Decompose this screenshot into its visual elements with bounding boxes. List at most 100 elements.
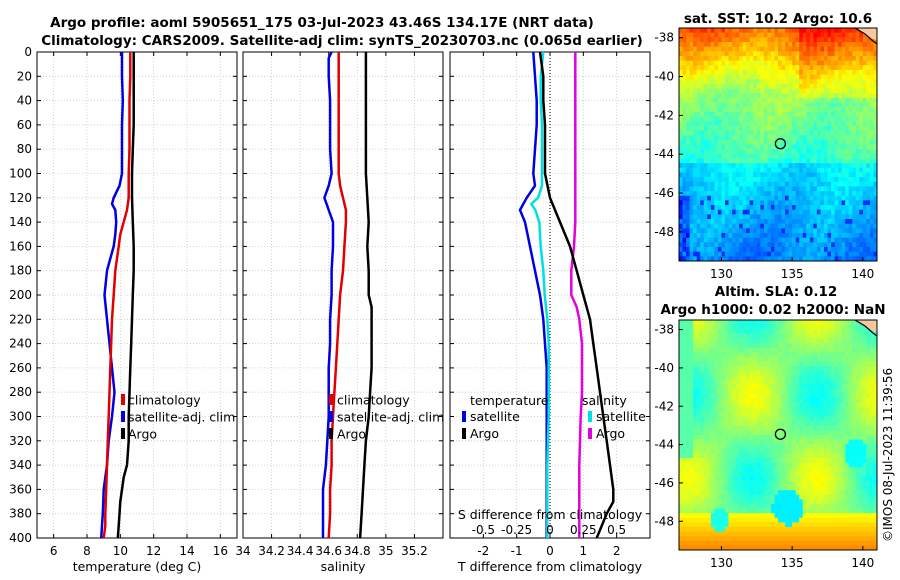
map-cell <box>859 453 864 459</box>
map-cell <box>721 209 726 215</box>
map-cell <box>859 356 864 362</box>
map-cell <box>735 32 740 38</box>
map-cell <box>781 65 786 71</box>
map-cell <box>802 228 807 234</box>
map-cell <box>679 28 683 34</box>
map-cell <box>689 370 694 376</box>
map-cell <box>816 28 821 34</box>
map-cell <box>679 135 683 141</box>
map-cell <box>746 439 751 445</box>
map-cell <box>732 46 736 52</box>
map-cell <box>862 366 867 371</box>
map-cell <box>746 324 751 330</box>
map-cell <box>827 370 832 376</box>
map-cell <box>689 200 694 206</box>
map-cell <box>714 448 719 454</box>
map-cell <box>732 379 736 385</box>
map-cell <box>767 324 772 330</box>
map-cell <box>848 425 853 431</box>
map-cell <box>809 398 814 404</box>
map-cell <box>799 219 804 225</box>
map-cell <box>841 214 846 220</box>
map-cell <box>721 333 726 339</box>
map-cell <box>813 167 818 173</box>
map-cell <box>735 384 740 390</box>
map-cell <box>774 458 779 463</box>
map-cell <box>823 130 828 136</box>
map-cell <box>721 186 726 192</box>
map-cell <box>728 55 733 62</box>
map-cell <box>809 219 814 225</box>
map-cell <box>813 37 818 43</box>
map-cell <box>869 370 874 376</box>
map-cell <box>686 32 691 38</box>
map-cell <box>756 421 761 427</box>
map-cell <box>820 65 825 71</box>
map-cell <box>700 352 705 358</box>
map-cell <box>806 379 811 385</box>
map-cell <box>823 167 828 173</box>
map-cell <box>788 107 793 113</box>
map-cell <box>809 430 814 436</box>
map-cell <box>710 256 715 262</box>
map-cell <box>707 421 712 427</box>
map-cell <box>862 361 867 367</box>
map-cell <box>785 139 790 145</box>
map-cell <box>749 209 754 215</box>
map-cell <box>756 83 761 89</box>
map-cell <box>802 462 807 468</box>
map-cell <box>795 55 800 62</box>
map-cell <box>778 149 782 155</box>
map-cell <box>728 444 733 450</box>
map-cell <box>749 242 754 248</box>
map-cell <box>820 338 825 344</box>
map-cell <box>827 93 832 99</box>
map-cell <box>820 416 825 422</box>
map-cell <box>788 135 793 141</box>
map-cell <box>724 398 729 404</box>
map-cell <box>746 375 751 381</box>
map-cell <box>686 219 691 225</box>
map-cell <box>848 130 853 136</box>
map-cell <box>845 228 850 234</box>
map-cell <box>707 402 712 408</box>
map-cell <box>873 256 878 262</box>
map-cell <box>756 65 761 71</box>
map-cell <box>760 28 765 34</box>
map-cell <box>753 416 758 422</box>
map-cell <box>802 130 807 136</box>
map-cell <box>700 158 705 164</box>
map-cell <box>806 41 811 48</box>
map-cell <box>753 219 758 225</box>
map-cell <box>696 439 701 445</box>
map-cell <box>721 343 726 348</box>
map-cell <box>767 102 772 108</box>
map-cell <box>746 102 751 108</box>
difference-panel: -2 -1 0 1 2T difference from climatologytemp… <box>449 51 651 574</box>
map-cell <box>869 389 874 394</box>
map-cell <box>869 393 874 399</box>
map-cell <box>820 144 825 150</box>
map-cell <box>841 407 846 413</box>
map-cell <box>795 51 800 57</box>
map-cell <box>799 398 804 404</box>
map-cell <box>831 163 835 169</box>
map-cell <box>859 172 864 178</box>
map-cell <box>841 247 846 253</box>
map-cell <box>781 237 786 243</box>
map-cell <box>778 181 782 187</box>
map-cell <box>855 177 860 183</box>
map-cell <box>792 177 797 183</box>
map-cell <box>855 462 860 468</box>
map-cell <box>799 172 804 178</box>
map-cell <box>831 425 835 431</box>
map-cell <box>732 361 736 367</box>
map-cell <box>710 153 715 159</box>
map-cell <box>770 219 775 225</box>
map-cell <box>682 467 687 473</box>
map-cell <box>763 214 768 220</box>
map-cell <box>838 172 843 178</box>
map-cell <box>686 209 691 215</box>
map-cell <box>834 347 839 353</box>
map-cell <box>707 416 712 422</box>
